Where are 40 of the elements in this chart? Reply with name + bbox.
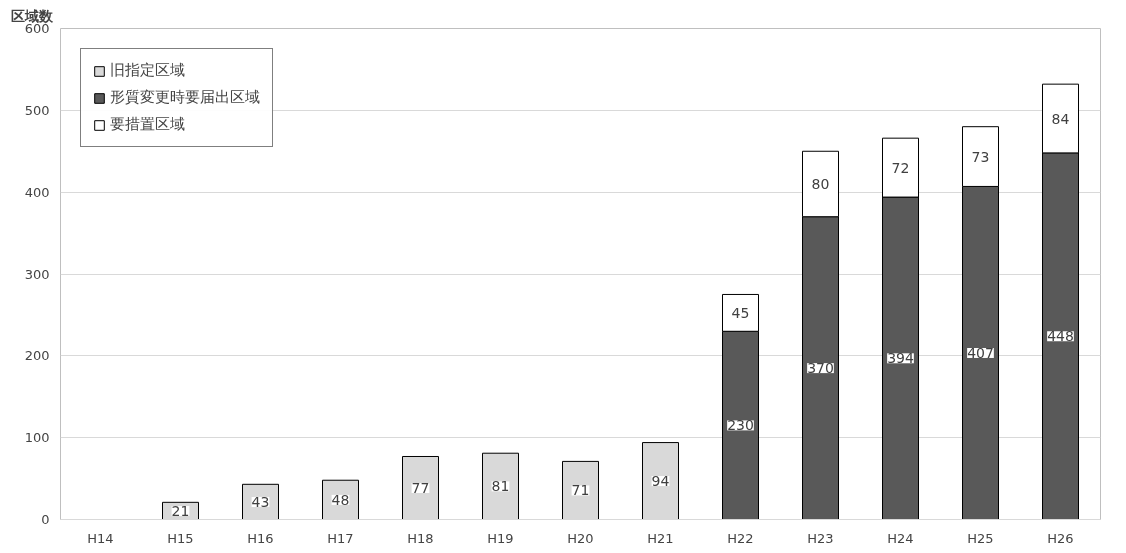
data-label: 84 xyxy=(1051,110,1070,127)
data-label: 72 xyxy=(891,159,910,176)
x-tick-label: H19 xyxy=(487,530,514,546)
x-tick-label: H18 xyxy=(407,530,434,546)
x-tick-label: H25 xyxy=(967,530,994,546)
x-tick-label: H15 xyxy=(167,530,194,546)
data-label: 448 xyxy=(1047,328,1074,345)
data-label: 21 xyxy=(171,502,190,519)
data-label: 77 xyxy=(411,479,430,496)
data-label: 94 xyxy=(651,473,670,490)
data-label: 407 xyxy=(967,344,994,361)
x-tick-label: H26 xyxy=(1047,530,1074,546)
y-tick-label: 400 xyxy=(24,184,50,200)
data-label: 81 xyxy=(491,478,510,495)
y-tick-label: 0 xyxy=(41,512,50,527)
data-label: 48 xyxy=(331,491,350,508)
legend-label: 形質変更時要届出区域 xyxy=(110,88,260,107)
legend-label: 要措置区域 xyxy=(110,115,185,134)
x-tick-label: H17 xyxy=(327,530,354,546)
x-tick-label: H20 xyxy=(567,530,594,546)
x-tick-label: H22 xyxy=(727,530,754,546)
y-tick-label: 300 xyxy=(24,266,50,282)
x-tick-label: H23 xyxy=(807,530,834,546)
x-tick-label: H14 xyxy=(87,530,114,546)
data-label: 80 xyxy=(811,175,830,192)
y-tick-label: 100 xyxy=(24,430,50,446)
data-label: 45 xyxy=(731,304,750,321)
x-tick-label: H16 xyxy=(247,530,274,546)
x-tick-label: H21 xyxy=(647,530,674,546)
y-tick-label: 200 xyxy=(24,348,50,364)
data-label: 394 xyxy=(887,350,914,367)
data-label: 73 xyxy=(971,148,990,165)
y-axis-title: 区域数 xyxy=(10,7,54,24)
data-label: 43 xyxy=(251,493,270,510)
legend-label: 旧指定区域 xyxy=(110,61,185,80)
data-label: 71 xyxy=(571,482,590,499)
data-label: 230 xyxy=(727,417,754,434)
data-label: 370 xyxy=(807,360,834,377)
y-tick-label: 500 xyxy=(24,102,50,118)
x-tick-label: H24 xyxy=(887,530,914,546)
